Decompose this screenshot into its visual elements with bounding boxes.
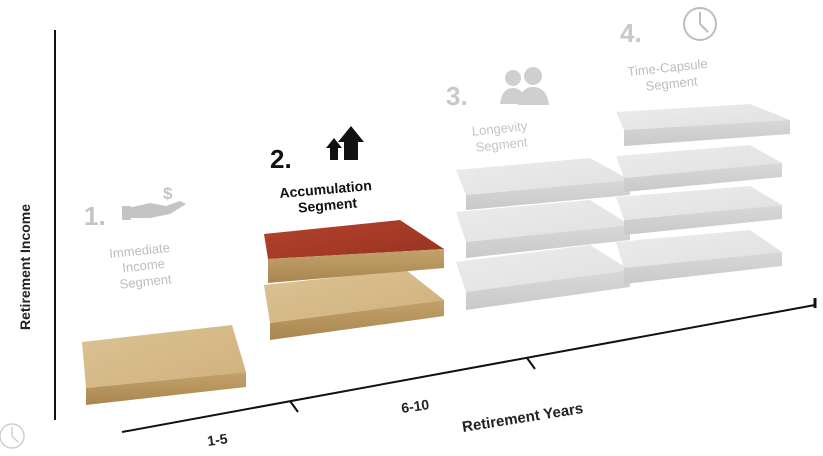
segment-4: 4. Time-Capsule Segment: [616, 7, 790, 284]
segment-1-number: 1.: [84, 201, 106, 231]
segment-1-title-line-1: Immediate: [109, 240, 171, 261]
x-axis-label: Retirement Years: [461, 400, 584, 436]
segment-3-block-1: [456, 245, 630, 310]
segment-2-title-line-2: Segment: [297, 194, 358, 215]
clock-icon: [683, 7, 717, 41]
segment-1-title-line-2: Income: [122, 256, 166, 275]
segment-4-number: 4.: [620, 18, 642, 48]
svg-text:$: $: [163, 184, 173, 203]
y-axis-label: Retirement Income: [17, 204, 33, 330]
segment-4-block-4: [616, 104, 790, 146]
x-tick-1: [289, 400, 299, 413]
segment-3-block-2: [456, 200, 630, 258]
x-tick-label-2: 6-10: [400, 396, 430, 416]
growth-arrows-icon: [326, 126, 364, 160]
segment-3-title-line-1: Longevity: [471, 118, 528, 139]
segment-1-block-1: [82, 325, 246, 405]
faint-clock-icon: [0, 423, 25, 449]
segment-2-block-1: [264, 270, 444, 340]
segment-3: 3. Longevity Segment: [446, 67, 630, 310]
couple-icon: [500, 67, 549, 105]
segment-3-block-3: [456, 158, 630, 210]
x-tick-2: [526, 357, 536, 370]
segment-1-title-line-3: Segment: [119, 271, 173, 291]
segment-4-block-3: [616, 145, 782, 192]
x-axis-line: [121, 304, 816, 433]
segment-2-block-2: [264, 220, 444, 283]
segment-1: 1. $ Immediate Income Segment: [82, 184, 246, 405]
hand-dollar-icon: $: [122, 184, 186, 220]
segment-2-number: 2.: [270, 144, 292, 174]
x-tick-label-1: 1-5: [206, 430, 228, 449]
segment-2: 2. Accumulation Segment: [264, 126, 444, 340]
segment-4-title-line-2: Segment: [645, 73, 699, 93]
segment-3-number: 3.: [446, 81, 468, 111]
segment-4-block-1: [616, 230, 782, 284]
segment-3-title-line-2: Segment: [475, 134, 529, 154]
segment-4-block-2: [616, 186, 782, 235]
